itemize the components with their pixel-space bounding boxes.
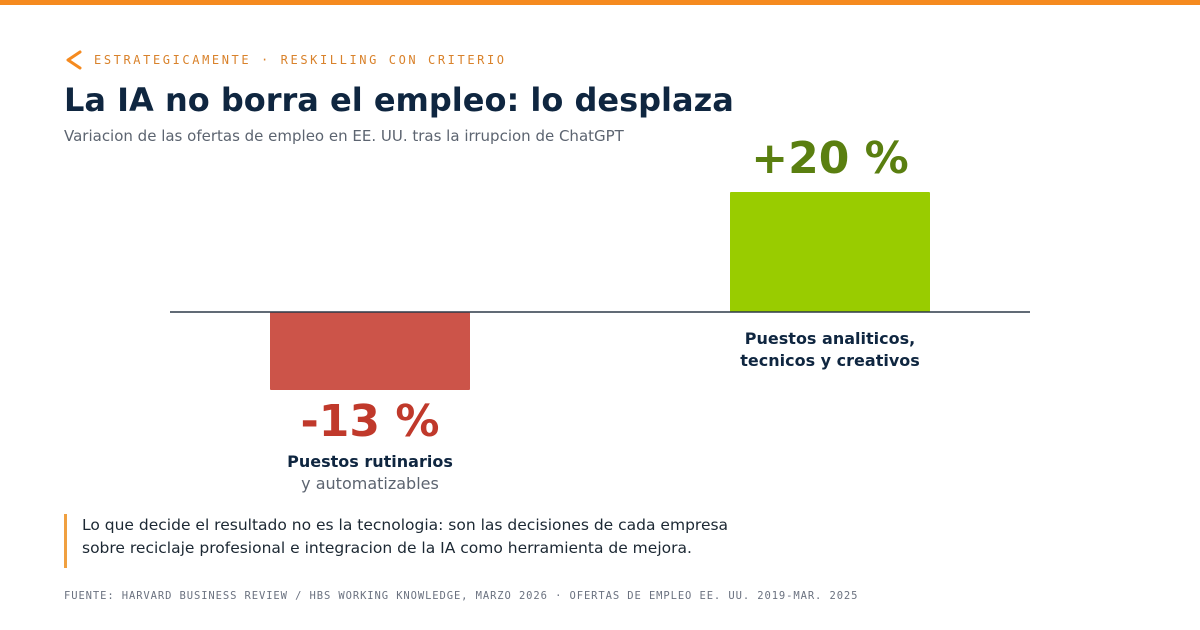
page-title: La IA no borra el empleo: lo desplaza: [64, 81, 734, 119]
source-note: FUENTE: HARVARD BUSINESS REVIEW / HBS WO…: [64, 590, 859, 602]
kicker: ESTRATEGICAMENTE · RESKILLING CON CRITER…: [64, 50, 507, 70]
data-label: -13 %: [301, 396, 440, 447]
category-label: Puestos analiticos,: [745, 329, 915, 348]
data-label: +20 %: [751, 133, 909, 184]
chart-bar: [730, 192, 930, 312]
callout-line: Lo que decide el resultado no es la tecn…: [82, 516, 729, 534]
page-subtitle: Variacion de las ofertas de empleo en EE…: [64, 127, 624, 145]
callout-quote: Lo que decide el resultado no es la tecn…: [64, 514, 764, 568]
chevron-left-icon: [66, 50, 82, 70]
category-sublabel: y automatizables: [301, 474, 439, 493]
top-accent-rule: [0, 0, 1200, 5]
kicker-text: ESTRATEGICAMENTE · RESKILLING CON CRITER…: [94, 53, 507, 67]
chart-bar: [270, 312, 470, 390]
category-label: Puestos rutinarios: [287, 452, 453, 471]
callout-line: sobre reciclaje profesional e integracio…: [82, 539, 692, 557]
category-label: tecnicos y creativos: [740, 351, 920, 370]
